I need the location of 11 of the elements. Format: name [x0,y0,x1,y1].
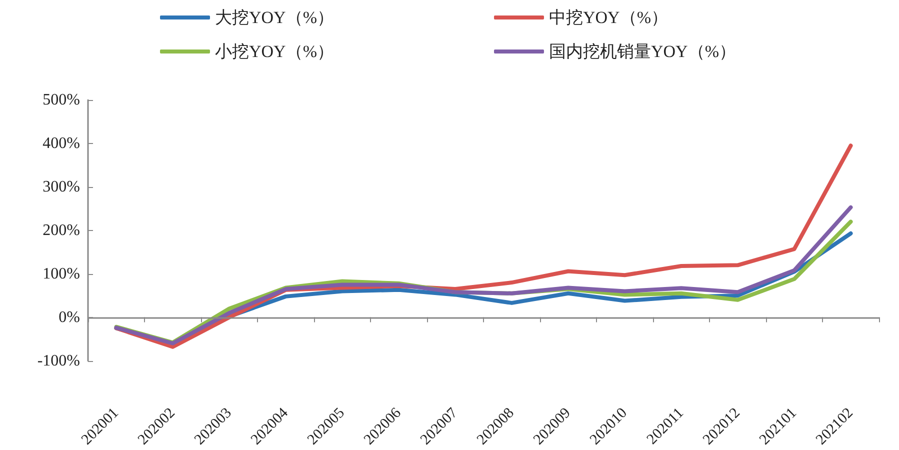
y-tick-label: 0% [58,308,80,326]
y-tick-label: 100% [42,265,80,282]
y-tick-label: 400% [42,134,80,152]
legend-label: 大挖YOY（%） [215,8,334,27]
y-tick-label: -100% [37,352,80,370]
y-tick-label: 500% [42,92,80,108]
legend-label: 小挖YOY（%） [215,42,334,61]
y-tick-label: 200% [42,222,80,239]
legend-label: 国内挖机销量YOY（%） [548,42,736,61]
y-tick-label: 300% [42,178,80,196]
legend-label: 中挖YOY（%） [548,8,668,27]
